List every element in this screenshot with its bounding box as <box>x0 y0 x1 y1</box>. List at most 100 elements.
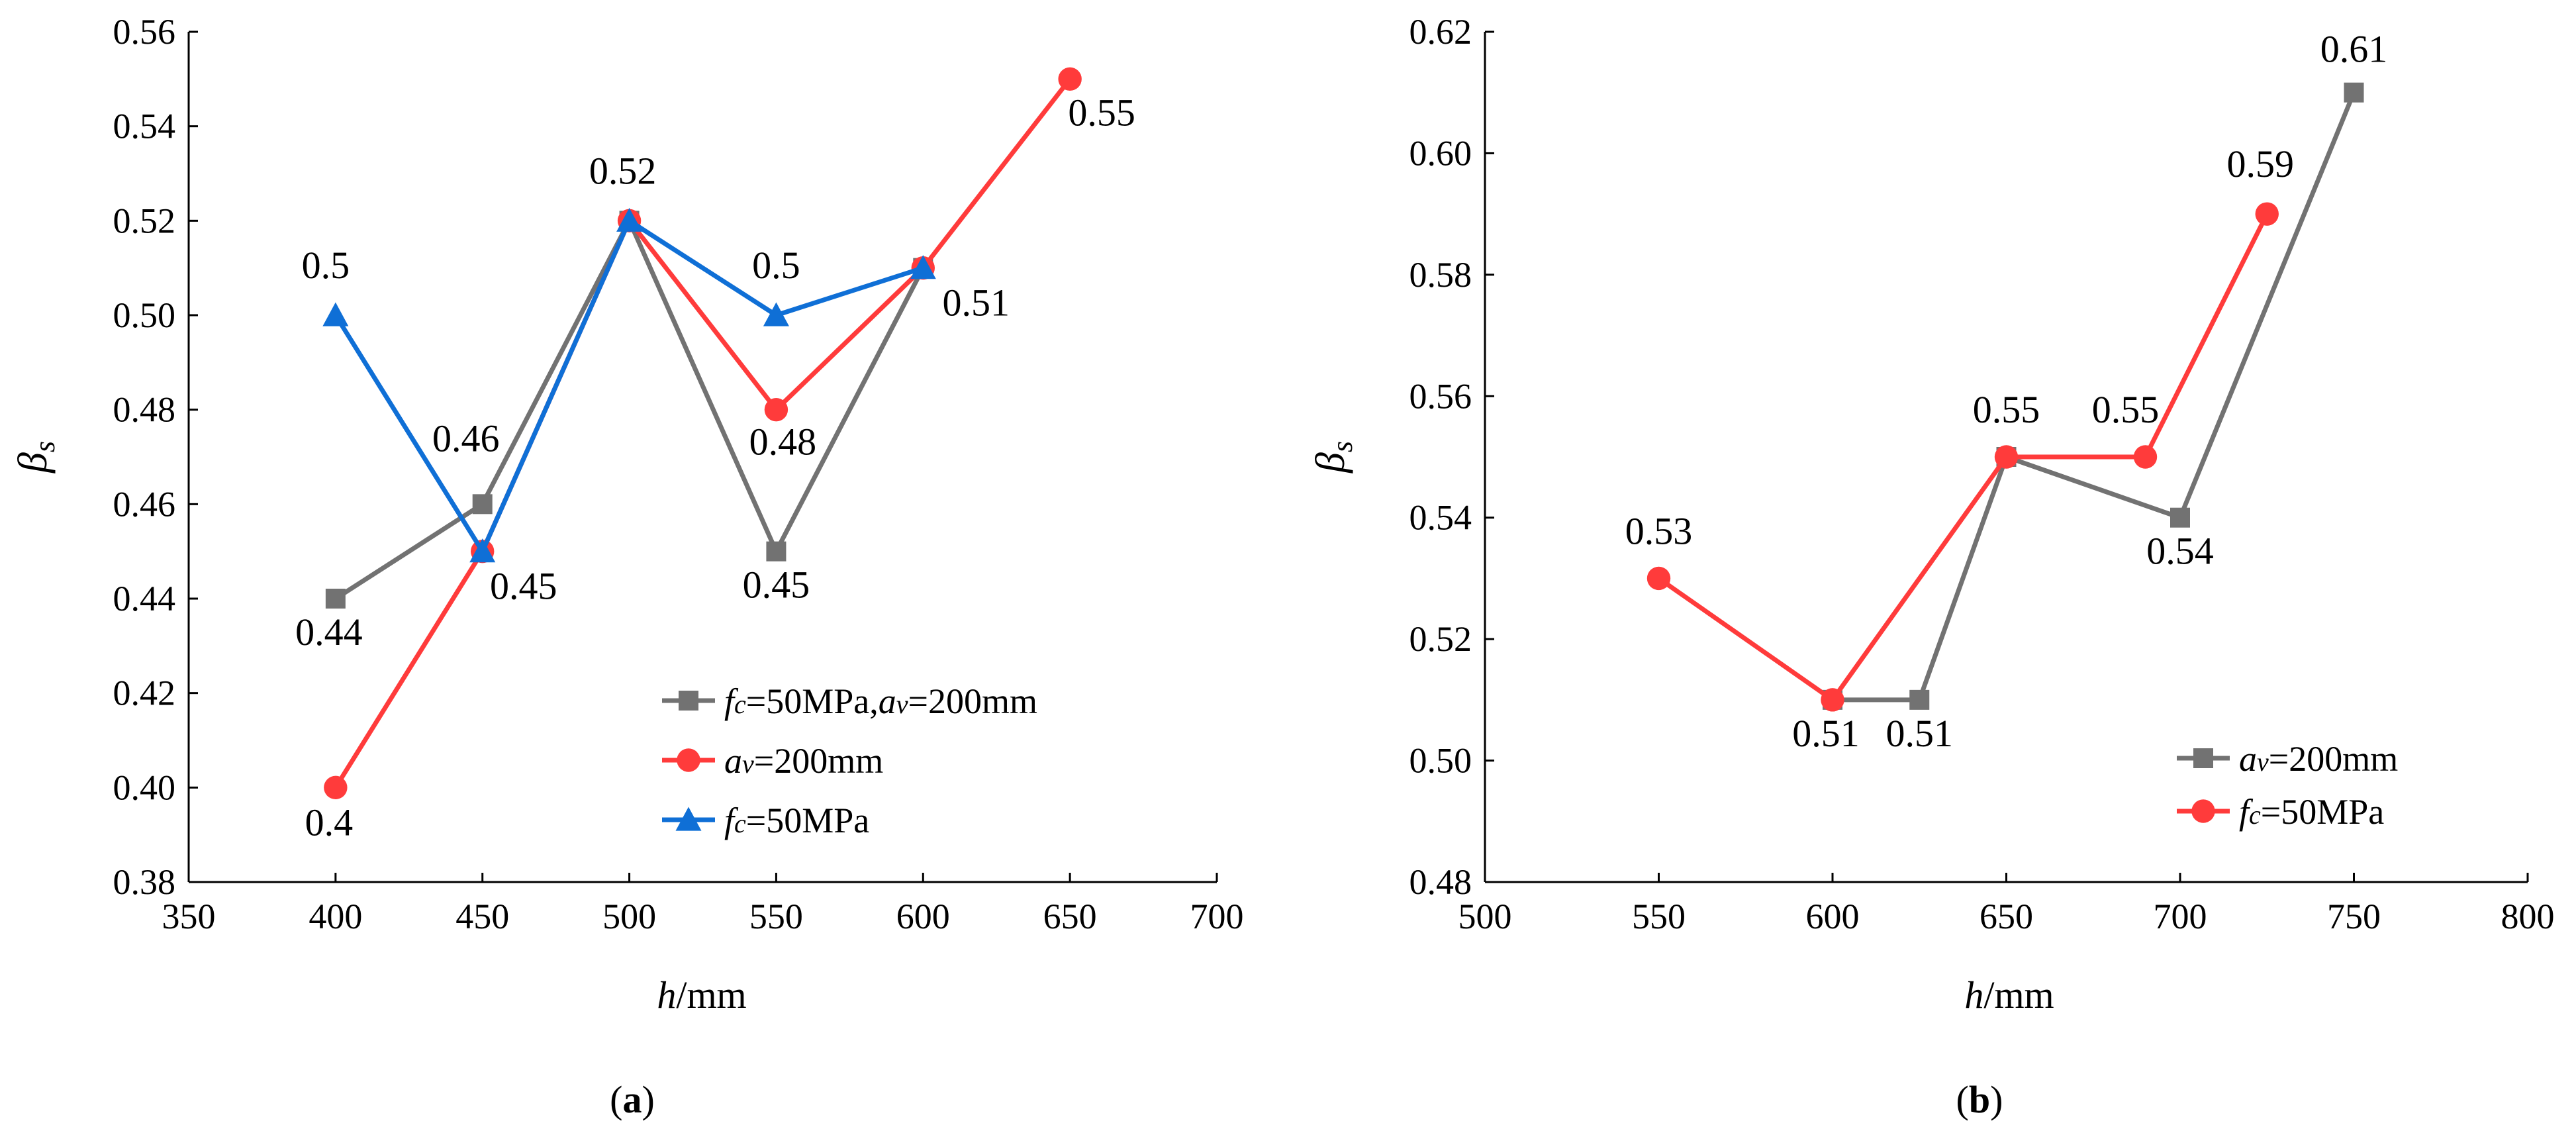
x-tick-label: 500 <box>1458 897 1512 936</box>
legend-text-part: =200mm <box>2269 739 2398 779</box>
data-point <box>2170 507 2190 528</box>
x-tick-label: 400 <box>309 897 362 936</box>
x-tick-label: 450 <box>455 897 509 936</box>
data-point <box>910 255 936 279</box>
panel-label-close: ) <box>642 1078 655 1121</box>
data-label: 0.55 <box>2092 388 2160 431</box>
data-label: 0.53 <box>1625 509 1693 552</box>
y-tick-label: 0.50 <box>113 295 176 335</box>
y-tick-label: 0.40 <box>113 767 176 807</box>
data-point <box>325 589 346 609</box>
data-label: 0.54 <box>2146 530 2214 573</box>
data-point <box>1646 566 1671 591</box>
legend-text-part: c <box>734 809 746 838</box>
legend-marker <box>677 748 700 772</box>
legend-marker <box>675 807 702 831</box>
x-axis-label: h/mm <box>657 973 746 1016</box>
legend-text-part: c <box>734 689 746 719</box>
panel-a: 350 400 450 500 550 600 650 700 0.38 0.40 0.42 0.44… <box>11 12 1244 1121</box>
series-line <box>1657 213 2269 703</box>
panel-label-close: ) <box>1990 1078 2003 1121</box>
legend-text-part: =50MPa, <box>746 681 879 721</box>
x-tick-label: 350 <box>162 897 216 936</box>
data-label: 0.51 <box>943 281 1010 324</box>
y-tick-label: 0.52 <box>1409 619 1472 659</box>
y-tick-label: 0.60 <box>1409 133 1472 173</box>
data-label: 0.48 <box>749 420 817 464</box>
data-point <box>616 207 643 232</box>
legend-text-part: a <box>724 741 742 781</box>
series-line <box>334 215 926 601</box>
series-line <box>333 217 924 557</box>
data-point <box>2344 82 2364 103</box>
legend-item: av=200mm <box>2177 739 2398 779</box>
legend-marker <box>2191 799 2215 823</box>
data-label: 0.55 <box>1068 91 1135 134</box>
y-tick-label: 0.46 <box>113 484 176 524</box>
y-tick-label: 0.38 <box>113 862 176 902</box>
legend-item: av=200mm <box>662 741 883 781</box>
data-label: 0.45 <box>490 565 557 608</box>
y-tick-label: 0.54 <box>1409 498 1472 538</box>
x-axis-symbol: h <box>1964 973 1983 1016</box>
data-point <box>472 494 493 515</box>
legend-item: fc=50MPa <box>662 801 869 840</box>
y-tick-label: 0.42 <box>113 673 176 713</box>
y-tick-label: 0.44 <box>113 579 176 618</box>
legend-label: av=200mm <box>724 741 883 781</box>
legend-text-part: a <box>2239 739 2257 779</box>
data-label: 0.5 <box>752 244 800 287</box>
data-label: 0.52 <box>589 149 657 192</box>
y-axis-label: βs <box>11 441 61 473</box>
data-label: 0.55 <box>1973 388 2040 431</box>
y-axis-symbol: β <box>11 452 56 473</box>
legend-text-part: =200mm <box>908 681 1037 721</box>
legend-text-part: v <box>2257 747 2269 777</box>
legend-label: fc=50MPa <box>2239 792 2384 832</box>
data-label: 0.4 <box>305 801 354 844</box>
panel-label-letter: a <box>623 1078 642 1121</box>
series-line <box>333 77 1072 789</box>
legend-text-part: v <box>896 689 908 719</box>
series-1: 0.4 0.52 0.48 0.51 0.55 <box>305 67 1135 844</box>
y-tick-label: 0.54 <box>113 107 176 146</box>
x-axis-unit: /mm <box>676 973 746 1016</box>
legend-marker <box>2193 748 2213 768</box>
data-label: 0.46 <box>432 417 500 460</box>
x-axis-symbol: h <box>657 973 676 1016</box>
data-point <box>322 302 349 326</box>
y-tick-label: 0.56 <box>113 12 176 52</box>
x-tick-label: 650 <box>1980 897 2033 936</box>
x-tick-label: 550 <box>749 897 803 936</box>
data-label: 0.45 <box>743 564 810 607</box>
x-tick-label: 700 <box>1190 897 1244 936</box>
x-tick-label: 600 <box>1806 897 1860 936</box>
legend-label: fc=50MPa <box>724 801 869 840</box>
y-tick-label: 0.52 <box>113 201 176 240</box>
legend-text-part: =50MPa <box>746 801 870 840</box>
legend-text-part: =50MPa <box>2261 792 2385 832</box>
legend-label: av=200mm <box>2239 739 2398 779</box>
x-tick-label: 550 <box>1632 897 1686 936</box>
data-label: 0.5 <box>302 244 350 287</box>
y-axis-subscript: s <box>28 441 61 452</box>
data-point <box>324 775 348 800</box>
panel-label: (a) <box>610 1078 655 1121</box>
y-tick-label: 0.50 <box>1409 741 1472 781</box>
legend-item: fc=50MPa <box>2177 792 2384 832</box>
panel-b: 500 550 600 650 700 750 8000.480.500.520.540.5… <box>1308 12 2555 1121</box>
y-tick-label: 0.56 <box>1409 376 1472 416</box>
legend-label: fc=50MPa,av=200mm <box>724 681 1037 721</box>
y-axis-symbol: β <box>1308 452 1353 473</box>
data-label: 0.51 <box>1886 712 1954 755</box>
y-axis-subscript: s <box>1326 441 1359 452</box>
legend-text-part: c <box>2249 800 2261 830</box>
data-point <box>2255 202 2279 226</box>
data-point <box>2133 445 2158 469</box>
legend-marker <box>679 691 698 711</box>
y-tick-label: 0.48 <box>1409 862 1472 902</box>
x-tick-label: 650 <box>1043 897 1097 936</box>
